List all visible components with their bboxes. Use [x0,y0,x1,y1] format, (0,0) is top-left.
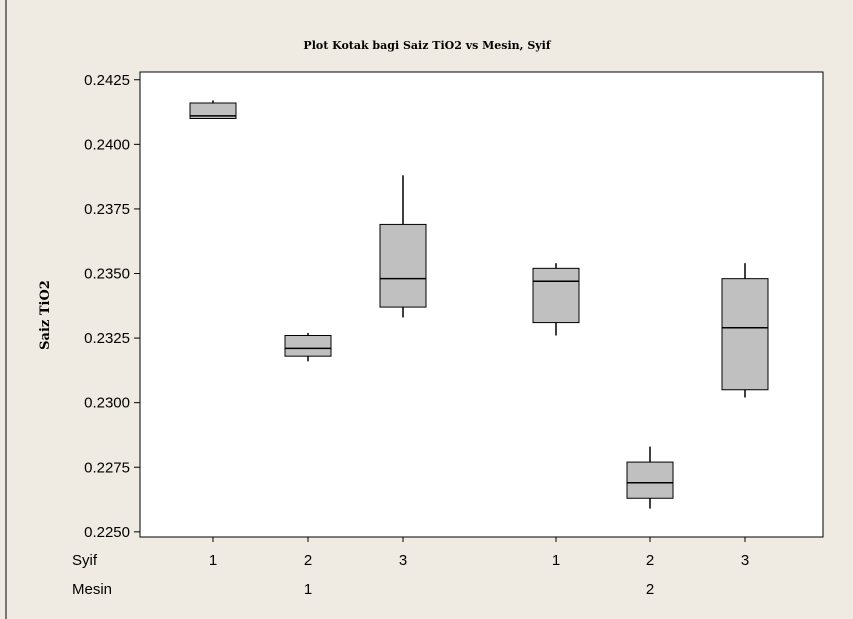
syif-tick-label: 2 [646,552,654,569]
box-group [189,100,237,119]
x-axis-labels: Syif 1 2 3 1 2 3 Mesin 1 2 [72,552,749,598]
box-group [721,263,769,398]
syif-tick-label: 2 [304,552,312,569]
box-group [626,446,674,509]
y-tick-label: 0.2275 [84,459,130,476]
box-iqr [284,335,332,357]
box-group [284,332,332,362]
y-axis-label: Saiz TiO2 [38,280,53,350]
box-group [379,175,427,318]
box-group [532,263,580,336]
y-tick-label: 0.2375 [84,201,130,218]
y-tick-label: 0.2400 [84,136,130,153]
box-iqr [189,102,237,119]
mesin-tick-label: 2 [646,581,654,598]
y-tick-label: 0.2350 [84,266,130,283]
chart-title: Plot Kotak bagi Saiz TiO2 vs Mesin, Syif [303,39,551,52]
box-iqr [626,461,674,499]
mesin-level-name: Mesin [72,581,112,598]
axis-ticks: 0.2250 0.2275 0.2300 0.2325 0.2350 0.2375 0.24… [84,72,746,542]
syif-tick-label: 3 [399,552,407,569]
syif-tick-label: 1 [552,552,560,569]
y-tick-label: 0.2425 [84,72,130,89]
syif-level-name: Syif [72,552,98,569]
mesin-tick-label: 1 [304,581,312,598]
plot-area [139,71,824,538]
y-tick-label: 0.2300 [84,395,130,412]
box-iqr [721,278,769,391]
y-tick-label: 0.2250 [84,524,130,541]
box-iqr [379,223,427,308]
box-iqr [532,267,580,324]
y-tick-label: 0.2325 [84,330,130,347]
boxes-layer [189,100,769,509]
syif-tick-label: 3 [741,552,749,569]
syif-tick-label: 1 [209,552,217,569]
